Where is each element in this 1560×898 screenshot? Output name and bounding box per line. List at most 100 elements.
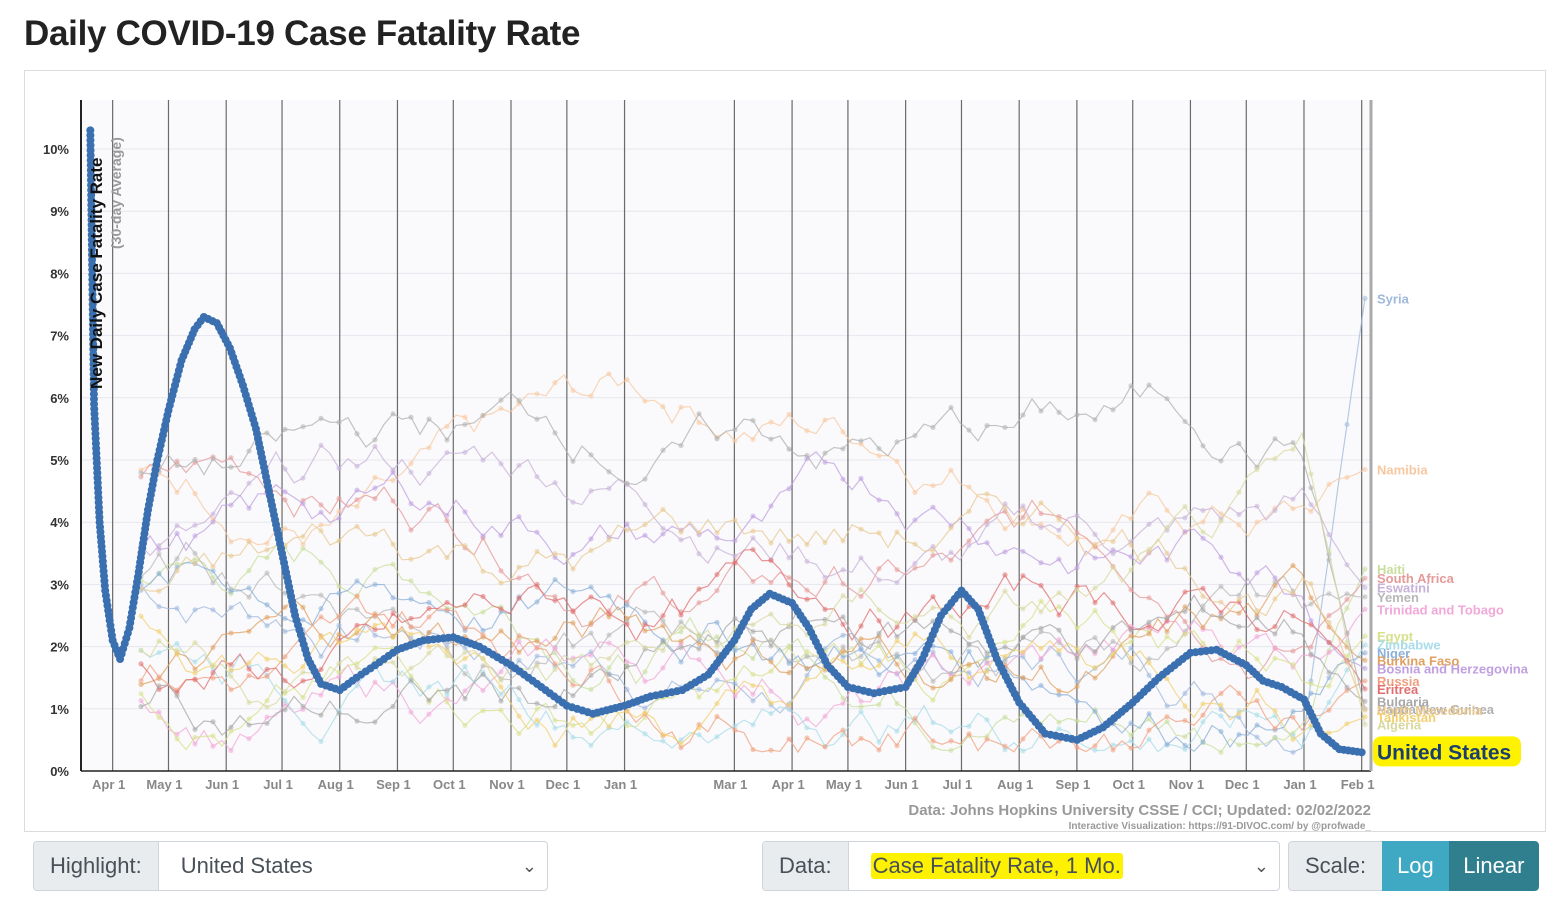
series-point xyxy=(462,625,468,631)
scale-log-button[interactable]: Log xyxy=(1382,841,1449,891)
series-point xyxy=(282,654,288,660)
series-point xyxy=(876,662,882,669)
series-point xyxy=(1236,489,1242,495)
series-point xyxy=(1164,396,1170,402)
series-point xyxy=(354,661,360,667)
series-point xyxy=(876,530,882,536)
chevron-down-icon: ⌄ xyxy=(1253,856,1269,876)
series-point xyxy=(300,475,306,481)
series-point xyxy=(480,655,486,662)
series-point xyxy=(444,648,450,655)
data-select[interactable]: Case Fatality Rate, 1 Mo. ⌄ xyxy=(849,842,1279,890)
series-point xyxy=(480,609,486,615)
series-point xyxy=(840,700,846,707)
series-point xyxy=(228,661,234,668)
series-point xyxy=(1110,564,1116,570)
series-point xyxy=(1218,599,1224,605)
series-point xyxy=(570,620,576,626)
series-point xyxy=(1146,521,1152,527)
series-point xyxy=(372,566,378,573)
series-point xyxy=(642,710,648,716)
series-point xyxy=(480,568,486,574)
series-point xyxy=(624,708,630,714)
series-point xyxy=(840,727,846,733)
scale-linear-button[interactable]: Linear xyxy=(1448,841,1539,891)
fatality-rate-chart[interactable]: 0% 1% 2% 3% 4% 5% 6% 7% 8% 9% 10% Apr 1 May 1 Jun 1 Ju… xyxy=(25,71,1545,831)
series-point xyxy=(696,551,702,557)
series-point xyxy=(408,665,414,671)
series-point xyxy=(894,567,900,573)
series-point xyxy=(606,640,612,646)
series-point xyxy=(516,697,522,703)
series-point xyxy=(984,497,990,503)
series-point xyxy=(1308,644,1314,650)
series-point xyxy=(282,688,288,695)
series-point xyxy=(1164,550,1170,556)
series-point xyxy=(372,655,378,662)
series-point xyxy=(1002,747,1008,753)
series-point xyxy=(1020,649,1026,655)
series-point xyxy=(948,649,954,655)
series-point xyxy=(912,489,918,496)
series-point xyxy=(1362,575,1368,581)
series-point xyxy=(408,709,414,715)
series-point xyxy=(606,678,612,684)
series-point xyxy=(354,503,360,510)
x-tick-label: Dec 1 xyxy=(1225,777,1260,792)
x-tick-label: Jan 1 xyxy=(604,777,637,792)
series-point xyxy=(966,675,972,681)
series-point xyxy=(372,581,378,588)
series-point xyxy=(1218,713,1224,719)
series-point xyxy=(714,535,720,541)
series-point xyxy=(642,609,648,615)
series-point xyxy=(1200,585,1206,591)
series-point xyxy=(1254,626,1260,633)
series-point xyxy=(696,686,702,693)
series-point xyxy=(1200,624,1206,631)
series-point xyxy=(1308,502,1314,508)
series-point xyxy=(1056,527,1062,533)
series-point xyxy=(768,659,774,665)
series-point xyxy=(444,607,450,613)
series-point xyxy=(804,558,810,565)
series-point xyxy=(282,628,288,635)
series-point xyxy=(156,588,162,594)
series-point xyxy=(624,639,630,645)
series-point xyxy=(228,724,234,730)
series-point xyxy=(1290,439,1296,446)
series-point xyxy=(1020,412,1026,418)
series-point xyxy=(966,634,972,641)
series-point xyxy=(1074,655,1080,662)
series-point xyxy=(1290,629,1296,635)
series-point xyxy=(1020,675,1026,681)
series-point xyxy=(750,655,756,662)
series-point xyxy=(1236,731,1242,738)
series-point xyxy=(354,463,360,469)
series-point xyxy=(498,397,504,403)
series-point xyxy=(804,596,810,602)
series-point xyxy=(570,715,576,721)
series-point xyxy=(1110,747,1116,753)
series-point xyxy=(1074,586,1080,593)
series-point xyxy=(750,436,756,443)
highlight-select[interactable]: United States ⌄ xyxy=(159,842,547,890)
series-point xyxy=(318,528,324,534)
series-point xyxy=(210,719,216,725)
series-point xyxy=(1308,681,1314,687)
y-tick-label: 9% xyxy=(50,204,69,219)
series-point xyxy=(1020,503,1026,509)
y-axis-title: New Daily Case Fatality Rate xyxy=(87,158,106,389)
series-point xyxy=(624,663,630,669)
series-point xyxy=(246,480,252,486)
series-point xyxy=(1362,594,1368,600)
series-point xyxy=(552,661,558,667)
series-point xyxy=(642,501,648,508)
series-point xyxy=(732,656,738,662)
series-point xyxy=(750,622,756,628)
series-point xyxy=(840,593,846,599)
series-point xyxy=(426,684,432,690)
series-point xyxy=(498,580,504,586)
series-point xyxy=(768,710,774,717)
series-point xyxy=(1236,522,1242,528)
series-point xyxy=(1326,683,1332,689)
